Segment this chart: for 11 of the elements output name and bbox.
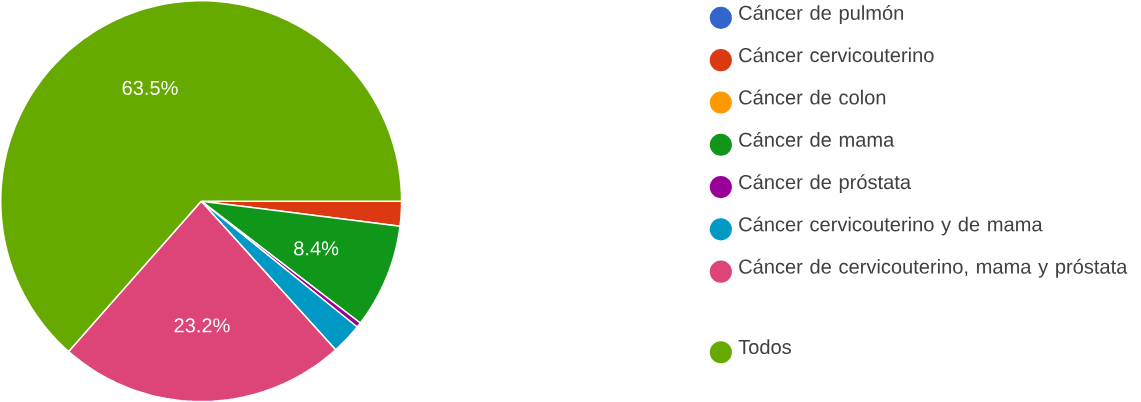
data-label: 8.4% <box>294 241 339 256</box>
legend-label: Cáncer cervicouterino y de mama <box>739 216 1043 236</box>
legend-label: Cáncer cervicouterino <box>739 47 934 63</box>
legend-label: Todos <box>738 339 791 354</box>
legend-label: Cáncer de próstata <box>739 174 912 193</box>
data-label: 23.2% <box>174 318 230 333</box>
data-label: 63.5% <box>122 80 178 95</box>
legend-label: Cáncer de colon <box>739 89 886 105</box>
legend-label: Cáncer de mama <box>739 131 895 147</box>
legend-label: Cáncer de pulmón <box>739 4 904 24</box>
legend-label: Cáncer de cervicouterino, mama y próstata <box>739 258 1128 278</box>
